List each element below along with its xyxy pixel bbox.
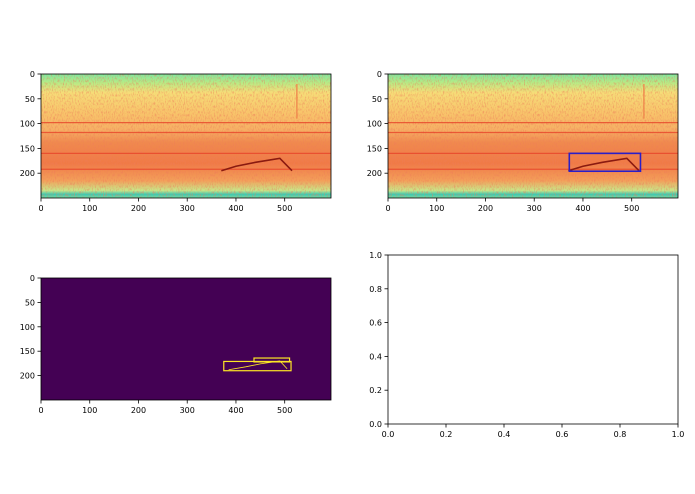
y-tick-label: 1.0 [369, 251, 382, 260]
axes-frame [40, 73, 332, 199]
x-tick-label: 200 [131, 204, 146, 213]
spectrogram-panel: 0 100 200 300 400 500 0 50 100 150 200 [20, 70, 332, 213]
empty-axes-panel: 0.0 0.2 0.4 0.6 0.8 1.0 0.0 0.2 0.4 0.6 0.8 1.0 [369, 251, 684, 439]
y-tick-label: 0 [377, 70, 382, 79]
mask-trace [228, 360, 288, 371]
y-tick-label: 100 [367, 120, 382, 129]
y-tick-label: 200 [367, 169, 382, 178]
x-tick-label: 0.2 [440, 430, 453, 439]
x-tick-label: 300 [180, 204, 195, 213]
axes-frame [40, 277, 332, 401]
empty-plot-area [388, 255, 678, 424]
y-tick-label: 100 [20, 120, 35, 129]
x-tick-label: 0.8 [614, 430, 627, 439]
y-tick-label: 200 [20, 372, 35, 381]
x-tick-label: 500 [277, 406, 292, 415]
y-tick-label: 150 [20, 347, 35, 356]
binary-mask-panel: 0 100 200 300 400 500 0 50 100 150 200 [20, 274, 332, 415]
x-tick-label: 500 [624, 204, 639, 213]
mask-image [41, 278, 331, 400]
y-tick-label: 0.0 [369, 420, 382, 429]
y-tick-label: 0 [30, 70, 35, 79]
y-tick-label: 200 [20, 169, 35, 178]
x-tick-label: 300 [527, 204, 542, 213]
x-tick-label: 400 [228, 406, 243, 415]
x-tick-label: 0.6 [556, 430, 569, 439]
x-tick-label: 0.4 [498, 430, 511, 439]
spectrogram-noise [41, 74, 331, 198]
x-tick-label: 100 [82, 406, 97, 415]
detection-box [568, 152, 642, 173]
x-tick-label: 400 [228, 204, 243, 213]
x-tick-label: 200 [131, 406, 146, 415]
spectrogram-detection-panel: 0 100 200 300 400 500 0 50 100 150 200 [367, 70, 679, 213]
axes-frame [387, 254, 679, 425]
y-tick-label: 150 [367, 144, 382, 153]
x-tick-label: 0 [38, 204, 43, 213]
x-tick-label: 100 [82, 204, 97, 213]
y-tick-label: 0.2 [369, 386, 382, 395]
y-tick-label: 0.6 [369, 319, 382, 328]
y-tick-label: 50 [372, 95, 382, 104]
y-tick-label: 100 [20, 323, 35, 332]
x-tick-label: 0 [385, 204, 390, 213]
y-tick-label: 0 [30, 274, 35, 283]
call-trace [568, 157, 640, 172]
x-tick-label: 100 [429, 204, 444, 213]
x-tick-label: 400 [575, 204, 590, 213]
spectrogram-noise [388, 74, 678, 198]
axes-frame [387, 73, 679, 199]
call-trace [221, 157, 293, 172]
y-tick-label: 50 [25, 95, 35, 104]
x-tick-label: 1.0 [672, 430, 685, 439]
x-tick-label: 500 [277, 204, 292, 213]
x-tick-label: 200 [478, 204, 493, 213]
x-tick-label: 0.0 [382, 430, 395, 439]
x-tick-label: 300 [180, 406, 195, 415]
y-tick-label: 50 [25, 298, 35, 307]
y-tick-label: 150 [20, 144, 35, 153]
y-tick-label: 0.8 [369, 285, 382, 294]
y-tick-label: 0.4 [369, 352, 382, 361]
x-tick-label: 0 [38, 406, 43, 415]
